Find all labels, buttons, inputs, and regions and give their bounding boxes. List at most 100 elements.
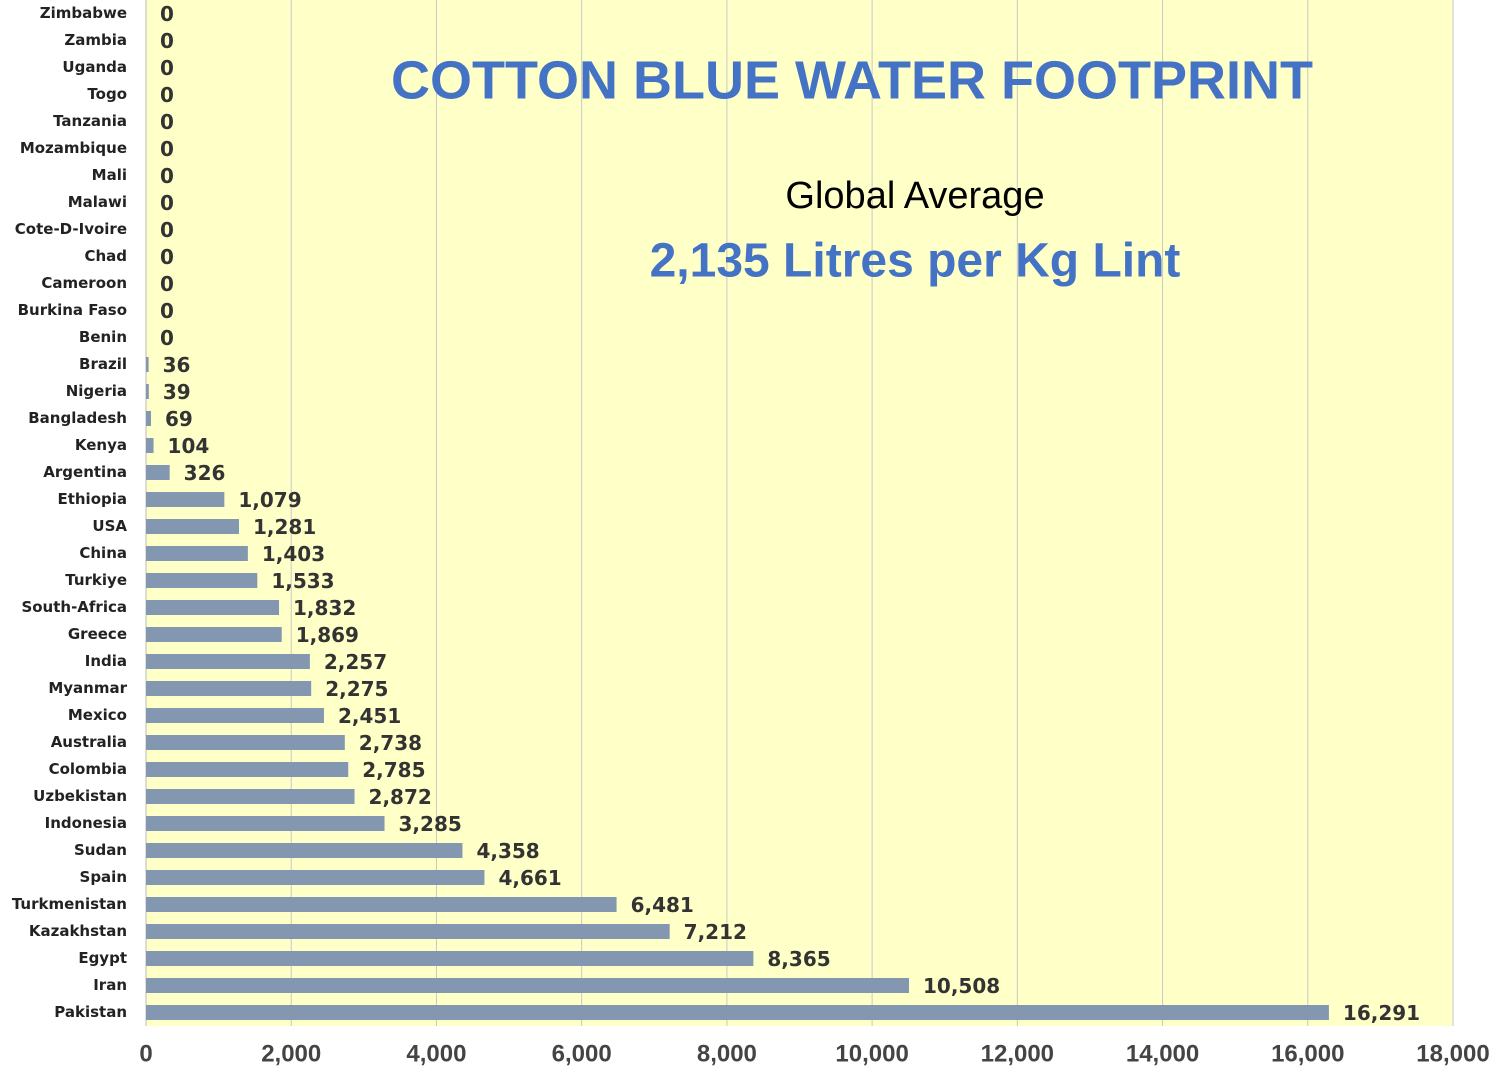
- bar: [146, 438, 154, 453]
- x-tick-label: 0: [139, 1040, 152, 1067]
- value-label: 1,403: [262, 542, 325, 566]
- y-tick-label: Uganda: [62, 58, 127, 76]
- x-tick-label: 12,000: [981, 1040, 1054, 1067]
- bar: [146, 843, 463, 858]
- y-tick-label: Uzbekistan: [33, 787, 127, 805]
- bar: [146, 762, 349, 777]
- value-label: 16,291: [1343, 1001, 1420, 1025]
- y-tick-label: Greece: [68, 625, 127, 643]
- value-label: 69: [165, 407, 193, 431]
- x-tick-label: 10,000: [835, 1040, 908, 1067]
- bar: [146, 897, 617, 912]
- y-tick-label: India: [85, 652, 127, 670]
- value-label: 0: [160, 299, 174, 323]
- bar: [146, 465, 170, 480]
- x-tick-label: 2,000: [261, 1040, 321, 1067]
- value-label: 1,832: [293, 596, 356, 620]
- x-tick-label: 14,000: [1126, 1040, 1199, 1067]
- value-label: 0: [160, 137, 174, 161]
- value-label: 6,481: [631, 893, 694, 917]
- y-tick-label: Australia: [51, 733, 127, 751]
- value-label: 2,257: [324, 650, 387, 674]
- y-tick-label: Pakistan: [54, 1003, 127, 1021]
- annotation: Global Average: [785, 175, 1044, 217]
- bar: [146, 870, 485, 885]
- bar: [146, 357, 149, 372]
- y-tick-label: Zimbabwe: [40, 4, 127, 22]
- value-label: 4,358: [476, 839, 539, 863]
- x-tick-label: 4,000: [406, 1040, 466, 1067]
- y-tick-label: Benin: [79, 328, 127, 346]
- y-tick-label: Chad: [84, 247, 127, 265]
- value-label: 0: [160, 29, 174, 53]
- bar: [146, 789, 355, 804]
- bar: [146, 1005, 1329, 1020]
- value-label: 1,079: [238, 488, 301, 512]
- value-label: 2,275: [325, 677, 388, 701]
- bar: [146, 924, 670, 939]
- y-tick-label: Indonesia: [45, 814, 127, 832]
- y-tick-label: Togo: [87, 85, 127, 103]
- bar: [146, 573, 258, 588]
- value-label: 0: [160, 83, 174, 107]
- y-tick-label: Colombia: [49, 760, 127, 778]
- bar: [146, 492, 225, 507]
- y-tick-label: Turkiye: [65, 571, 127, 589]
- x-tick-label: 6,000: [552, 1040, 612, 1067]
- y-tick-label: Argentina: [43, 463, 127, 481]
- y-tick-label: South-Africa: [21, 598, 127, 616]
- value-label: 0: [160, 245, 174, 269]
- y-tick-label: Bangladesh: [28, 409, 127, 427]
- y-tick-label: Burkina Faso: [18, 301, 127, 319]
- bar: [146, 708, 324, 723]
- y-tick-label: Iran: [93, 976, 127, 994]
- y-tick-label: Zambia: [64, 31, 127, 49]
- value-label: 326: [184, 461, 226, 485]
- annotation: 2,135 Litres per Kg Lint: [650, 235, 1181, 288]
- value-label: 1,281: [253, 515, 316, 539]
- x-tick-label: 8,000: [697, 1040, 757, 1067]
- bar: [146, 384, 149, 399]
- y-tick-label: Cameroon: [41, 274, 127, 292]
- y-tick-label: Mali: [92, 166, 127, 184]
- y-tick-label: Turkmenistan: [12, 895, 127, 913]
- bar: [146, 546, 248, 561]
- value-label: 1,869: [296, 623, 359, 647]
- value-label: 2,451: [338, 704, 401, 728]
- bar: [146, 654, 310, 669]
- value-label: 0: [160, 218, 174, 242]
- chart-title: COTTON BLUE WATER FOOTPRINT: [391, 50, 1313, 110]
- value-label: 2,738: [359, 731, 422, 755]
- y-tick-label: Spain: [80, 868, 127, 886]
- bar: [146, 519, 240, 534]
- value-label: 104: [168, 434, 210, 458]
- y-tick-label: Kenya: [75, 436, 127, 454]
- value-label: 39: [163, 380, 191, 404]
- value-label: 0: [160, 2, 174, 26]
- y-tick-label: Mexico: [68, 706, 127, 724]
- y-tick-label: Brazil: [79, 355, 127, 373]
- bar: [146, 735, 345, 750]
- y-tick-label: China: [79, 544, 127, 562]
- bar: [146, 627, 282, 642]
- value-label: 36: [163, 353, 191, 377]
- y-tick-label: Egypt: [78, 949, 127, 967]
- value-label: 10,508: [923, 974, 1000, 998]
- y-tick-label: Myanmar: [48, 679, 127, 697]
- y-tick-label: Tanzania: [53, 112, 127, 130]
- value-label: 0: [160, 110, 174, 134]
- y-tick-label: Nigeria: [66, 382, 127, 400]
- bar: [146, 816, 385, 831]
- x-tick-label: 18,000: [1416, 1040, 1489, 1067]
- bar: [146, 978, 909, 993]
- value-label: 2,872: [369, 785, 432, 809]
- value-label: 0: [160, 191, 174, 215]
- y-tick-label: Ethiopia: [57, 490, 127, 508]
- y-tick-label: Malawi: [68, 193, 127, 211]
- y-tick-label: Mozambique: [20, 139, 127, 157]
- value-label: 7,212: [684, 920, 747, 944]
- value-label: 2,785: [362, 758, 425, 782]
- y-tick-label: USA: [92, 517, 127, 535]
- bar: [146, 681, 312, 696]
